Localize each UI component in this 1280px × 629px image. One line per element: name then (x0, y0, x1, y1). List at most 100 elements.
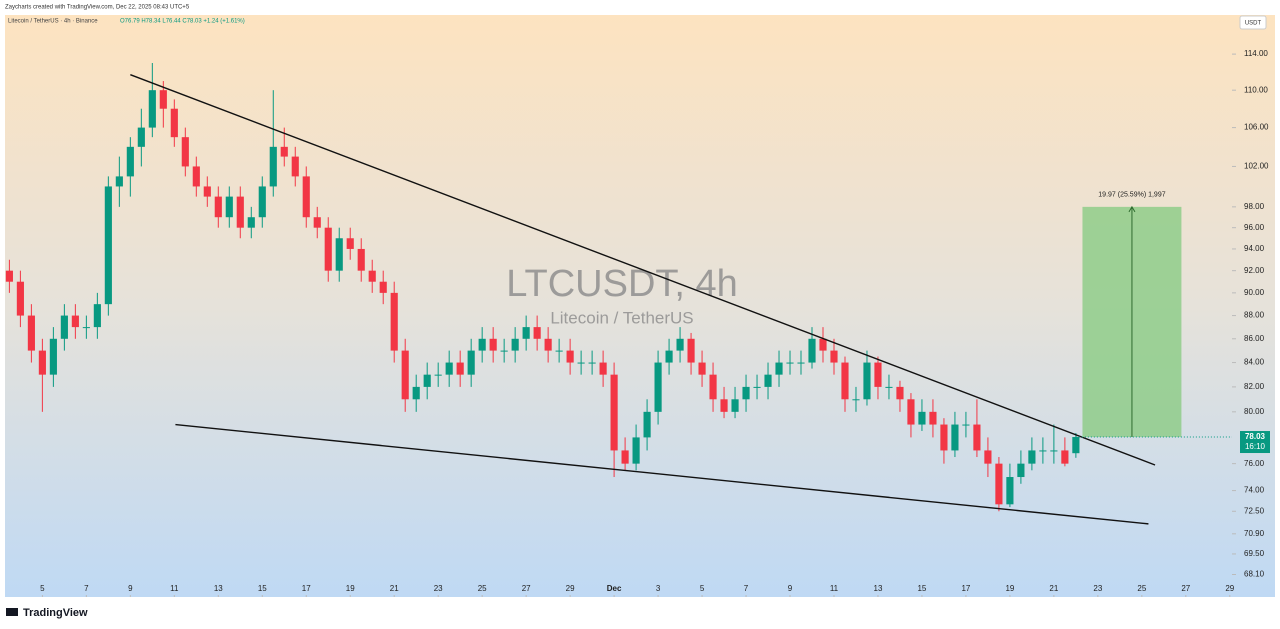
y-tick-label: 82.00 (1244, 382, 1265, 391)
last-price-label: 78.03 (1245, 432, 1266, 441)
candle-body (203, 186, 211, 197)
y-tick-label: 110.00 (1244, 85, 1268, 94)
x-tick-label: 13 (874, 584, 883, 593)
candle-body (49, 338, 57, 375)
measure-arrow-head (1128, 205, 1136, 213)
x-tick-label: 25 (1137, 584, 1146, 593)
candle-body (599, 362, 607, 375)
y-tick-label: 98.00 (1244, 202, 1265, 211)
candle-body (82, 327, 90, 329)
candle-body (808, 338, 816, 363)
candle-body (313, 217, 321, 228)
y-tick-label: 69.50 (1244, 549, 1265, 558)
candle-body (951, 424, 959, 451)
y-tick-label: 114.00 (1244, 49, 1268, 58)
candle-body (137, 127, 145, 147)
candle-body (346, 238, 354, 249)
candle-body (973, 424, 981, 451)
x-tick-label: 29 (1225, 584, 1234, 593)
candle-body (962, 424, 970, 426)
candle-body (434, 374, 442, 376)
x-tick-label: 29 (566, 584, 575, 593)
candle-body (390, 292, 398, 351)
candle-body (38, 350, 46, 375)
candle-body (269, 146, 277, 187)
candle-body (192, 166, 200, 187)
candle-body (302, 176, 310, 218)
candle-body (5, 270, 13, 282)
candle-body (566, 350, 574, 363)
candle-body (357, 248, 365, 271)
last-price-tag (1240, 431, 1270, 454)
y-tick-label: 92.00 (1244, 266, 1265, 275)
candle-body (720, 399, 728, 412)
candle-body (247, 217, 255, 228)
candle-body (412, 386, 420, 400)
x-tick-label: 9 (128, 584, 133, 593)
candle-body (159, 90, 167, 109)
candle-body (555, 350, 563, 352)
watermark: LTCUSDT, 4h (506, 263, 738, 305)
candle-body (280, 146, 288, 157)
y-tick-label: 96.00 (1244, 223, 1265, 232)
candle-body (797, 362, 805, 364)
plot-bg (5, 15, 1275, 597)
x-tick-label: 11 (170, 584, 179, 593)
candle-body (291, 156, 299, 177)
candle-body (830, 350, 838, 363)
x-tick-label: 19 (1005, 584, 1014, 593)
y-tick-label: 106.00 (1244, 123, 1269, 132)
x-tick-label: 7 (744, 584, 749, 593)
candle-body (335, 238, 343, 271)
x-tick-label: 17 (302, 584, 311, 593)
candle-body (544, 338, 552, 351)
y-tick-label: 68.10 (1244, 570, 1265, 579)
x-tick-label: 15 (258, 584, 267, 593)
candle-body (71, 315, 79, 328)
candle-body (16, 281, 24, 316)
candle-body (456, 362, 464, 375)
candle-body (258, 186, 266, 218)
candle-body (643, 411, 651, 438)
candle-body (786, 362, 794, 364)
candle-body (918, 411, 926, 425)
candle-body (115, 176, 123, 187)
candle-body (489, 338, 497, 351)
x-tick-label: 25 (478, 584, 487, 593)
x-tick-label: 5 (40, 584, 45, 593)
candle-body (588, 362, 596, 364)
candle-body (687, 338, 695, 363)
candle-body (1050, 450, 1058, 452)
candle-body (467, 350, 475, 375)
candle-body (632, 437, 640, 464)
candle-body (896, 386, 904, 400)
candle-body (170, 108, 178, 138)
x-tick-label: 27 (522, 584, 531, 593)
trendline (175, 423, 1149, 525)
candle-body (60, 315, 68, 339)
currency-box[interactable] (1239, 15, 1267, 30)
candle-body (819, 338, 827, 351)
x-tick-label: 11 (830, 584, 839, 593)
candle-body (324, 227, 332, 271)
x-tick-label: 13 (214, 584, 223, 593)
candle-body (753, 386, 761, 388)
y-tick-label: 70.90 (1244, 529, 1265, 538)
candle-body (731, 399, 739, 412)
candle-body (1039, 450, 1047, 452)
y-tick-label: 72.50 (1244, 506, 1265, 515)
candle-body (984, 450, 992, 464)
candle-body (522, 327, 530, 339)
y-tick-label: 74.00 (1244, 486, 1265, 495)
candle-body (885, 386, 893, 388)
currency: USDT (1245, 21, 1262, 27)
candle-body (841, 362, 849, 400)
candle-body (698, 362, 706, 375)
ohlc: O76.79 H78.34 L76.44 C78.03 +1.24 (+1.61… (120, 19, 245, 25)
candle-body (379, 281, 387, 293)
symbol: Litecoin / TetherUS · 4h · Binance (8, 19, 98, 25)
x-tick-label: 15 (917, 584, 926, 593)
candle-body (940, 424, 948, 451)
candle-body (1028, 450, 1036, 464)
